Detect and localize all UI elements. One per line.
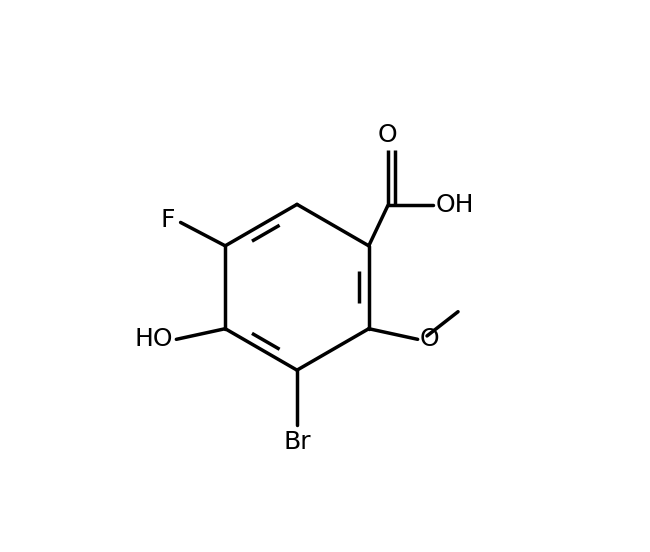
Text: O: O — [420, 327, 439, 351]
Text: OH: OH — [436, 193, 474, 217]
Text: F: F — [161, 208, 176, 232]
Text: Br: Br — [283, 429, 311, 454]
Text: O: O — [378, 123, 398, 147]
Text: HO: HO — [135, 327, 173, 351]
